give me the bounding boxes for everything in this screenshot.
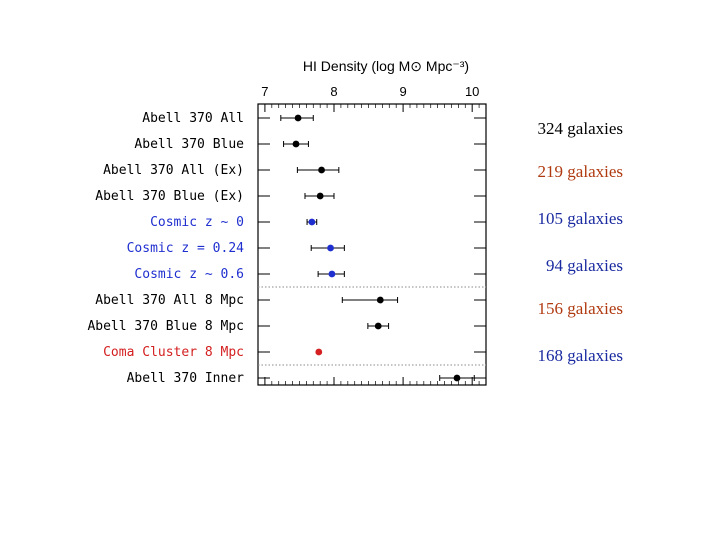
row-label: Abell 370 Blue (Ex) [95,189,244,204]
galaxy-count-note: 324 galaxies [537,119,623,138]
x-tick-label: 10 [465,84,479,99]
row-label: Cosmic z = 0.24 [127,241,245,256]
row-label: Cosmic z ~ 0 [150,215,244,230]
data-point [316,192,324,200]
data-point [292,140,300,148]
galaxy-count-note: 168 galaxies [537,346,623,365]
galaxy-count-note: 94 galaxies [546,256,623,275]
x-tick-label: 7 [261,84,268,99]
row-label: Abell 370 All (Ex) [103,163,244,178]
data-point [328,270,336,278]
row-label: Abell 370 All 8 Mpc [95,293,244,308]
row-label: Abell 370 Inner [127,371,245,386]
row-label: Abell 370 Blue [134,137,244,152]
data-point [327,244,334,252]
galaxy-count-note: 105 galaxies [537,209,623,228]
galaxy-count-note: 219 galaxies [537,162,623,181]
row-label: Coma Cluster 8 Mpc [103,345,244,360]
data-point [374,322,382,330]
galaxy-count-note: 156 galaxies [537,299,623,318]
plot-frame [257,103,487,386]
data-point [308,218,316,226]
data-point [376,296,384,304]
data-point [315,348,323,356]
x-tick-label: 9 [399,84,406,99]
x-tick-label: 8 [330,84,337,99]
row-label: Abell 370 All [142,111,244,126]
data-point [318,166,325,174]
chart-title: HI Density (log M⊙ Mpc⁻³) [303,58,469,74]
row-label: Abell 370 Blue 8 Mpc [87,319,244,334]
data-point [453,374,461,382]
row-label: Cosmic z ~ 0.6 [134,267,244,282]
data-point [294,114,302,122]
